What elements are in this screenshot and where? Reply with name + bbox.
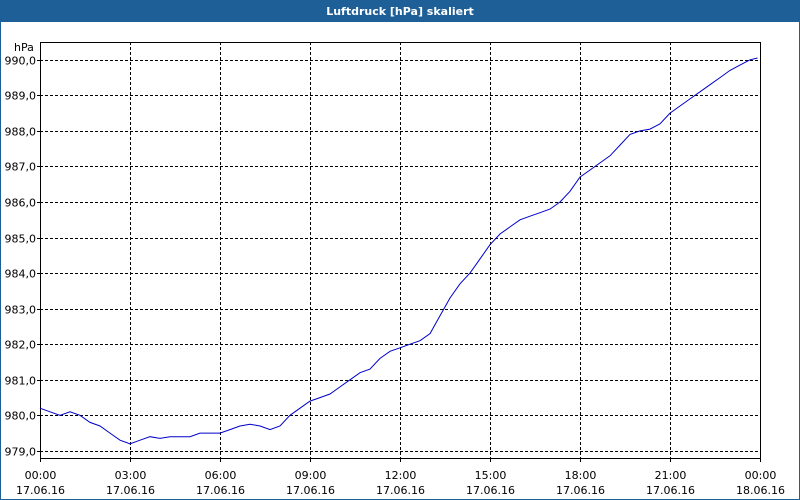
x-tick-label-time: 21:00 (655, 469, 687, 482)
x-tick-label-date: 17.06.16 (646, 484, 695, 497)
x-tick-label-date: 17.06.16 (556, 484, 605, 497)
chart-title-bar: Luftdruck [hPa] skaliert (0, 0, 800, 22)
y-tick-label: 982,0 (5, 339, 37, 352)
x-tick-label-date: 17.06.16 (196, 484, 245, 497)
y-tick-label: 986,0 (5, 197, 37, 210)
x-tick-label-date: 17.06.16 (376, 484, 425, 497)
x-tick-label-time: 15:00 (475, 469, 507, 482)
x-tick-label-time: 18:00 (565, 469, 597, 482)
grid-lines (40, 42, 760, 458)
series-line-pressure (39, 57, 758, 445)
x-tick-label-time: 00:00 (745, 469, 777, 482)
x-tick-label-date: 17.06.16 (16, 484, 65, 497)
chart-title: Luftdruck [hPa] skaliert (326, 4, 474, 18)
y-tick-label: 990,0 (5, 55, 37, 68)
y-tick-label: 987,0 (5, 161, 37, 174)
x-tick-label-date: 17.06.16 (286, 484, 335, 497)
y-axis-ticks: 979,0 980,0 981,0 982,0 983,0 984,0 985,0 986,0… (5, 55, 40, 459)
x-tick-label-time: 09:00 (295, 469, 327, 482)
y-tick-label: 983,0 (5, 304, 37, 317)
x-tick-label-time: 06:00 (205, 469, 237, 482)
x-tick-label-time: 00:00 (25, 469, 57, 482)
y-tick-label: 984,0 (5, 268, 37, 281)
y-tick-label: 985,0 (5, 233, 37, 246)
x-axis-ticks: 00:00 17.06.16 03:00 17.06.16 06:00 17.06.16 0… (16, 458, 785, 497)
y-tick-label: 980,0 (5, 410, 37, 423)
x-tick-label-date: 17.06.16 (466, 484, 515, 497)
y-tick-label: 979,0 (5, 446, 37, 459)
x-tick-label-date: 17.06.16 (106, 484, 155, 497)
y-tick-label: 988,0 (5, 126, 37, 139)
y-axis-unit-label: hPa (14, 41, 34, 54)
x-tick-label-time: 03:00 (115, 469, 147, 482)
y-tick-label: 981,0 (5, 375, 37, 388)
y-tick-label: 989,0 (5, 90, 37, 103)
x-tick-label-date: 18.06.16 (736, 484, 785, 497)
x-tick-label-time: 12:00 (385, 469, 417, 482)
